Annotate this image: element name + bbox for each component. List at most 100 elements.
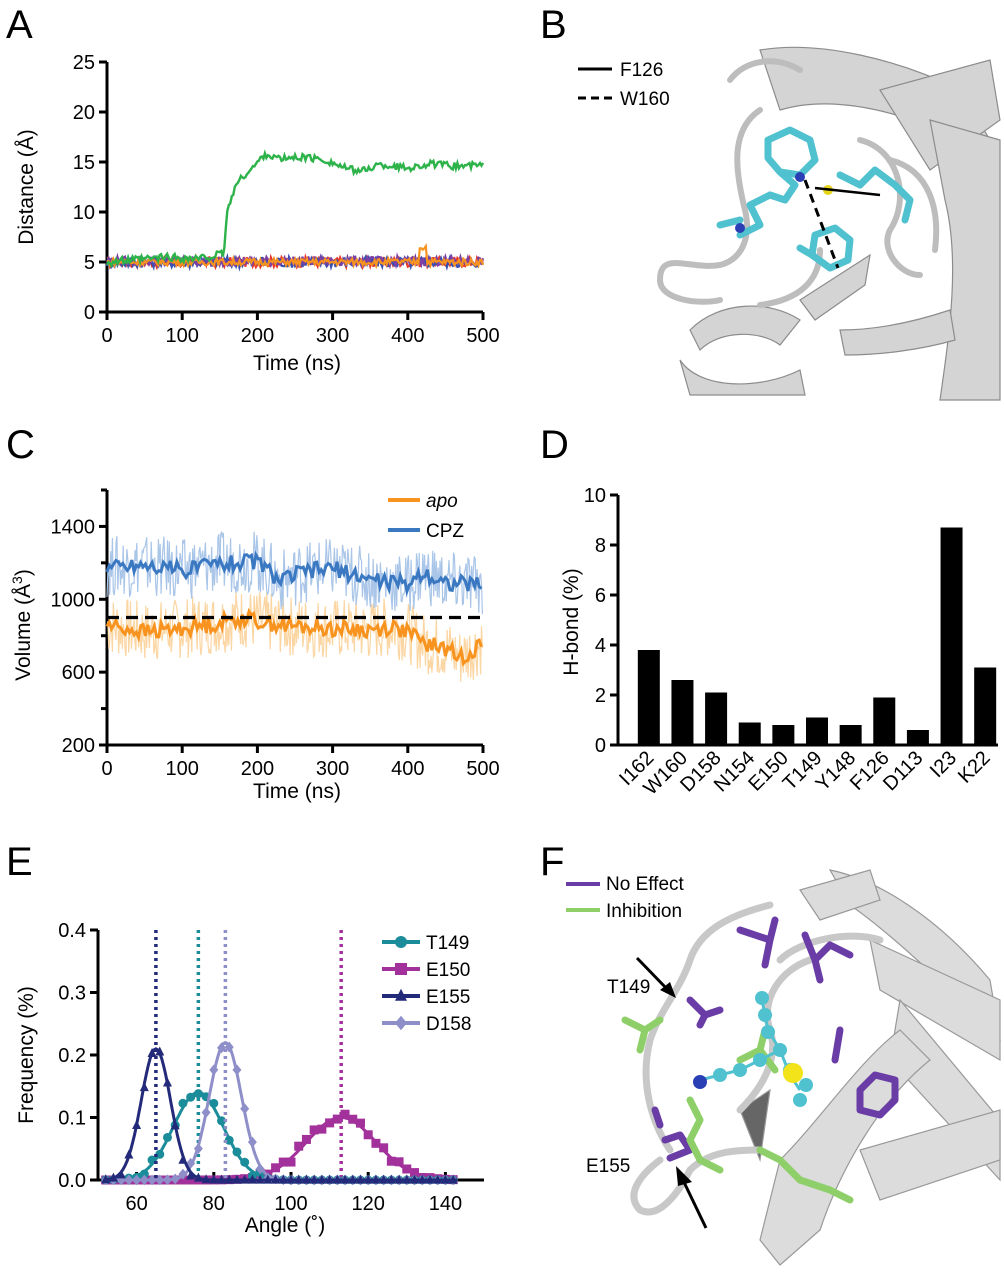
point-marker xyxy=(286,1174,296,1184)
point-marker xyxy=(108,1172,118,1182)
point-marker xyxy=(101,1174,111,1184)
point-marker xyxy=(217,1116,227,1126)
panel-c-xlabel: Time (ns) xyxy=(253,780,341,803)
point-marker xyxy=(240,1157,250,1167)
smoothed-line-CPZ xyxy=(105,550,483,597)
point-marker xyxy=(162,1077,172,1087)
point-marker xyxy=(395,988,407,1001)
point-marker xyxy=(294,1174,304,1184)
point-marker xyxy=(394,1157,404,1167)
point-marker xyxy=(278,1157,288,1167)
point-marker xyxy=(395,963,407,975)
bar-W160 xyxy=(671,680,694,745)
point-marker xyxy=(240,1103,250,1115)
bar-T149 xyxy=(806,717,828,745)
protein-ribbon xyxy=(739,869,1001,1266)
bar-E150 xyxy=(772,725,795,745)
bar-I162 xyxy=(637,650,660,745)
point-marker xyxy=(139,1174,149,1186)
point-marker xyxy=(278,1174,288,1184)
panel-e-xlabel: Angle (˚) xyxy=(245,1214,326,1237)
x-tick-label: 0 xyxy=(101,758,112,780)
bar-F126 xyxy=(873,697,896,745)
x-tick-label: 200 xyxy=(241,325,274,347)
y-tick-label: 15 xyxy=(73,152,95,174)
point-marker xyxy=(193,1143,203,1155)
point-marker xyxy=(402,1164,412,1174)
point-marker xyxy=(162,1174,172,1186)
point-marker xyxy=(325,1174,335,1184)
point-marker xyxy=(379,1143,389,1153)
point-marker xyxy=(340,1174,350,1184)
arrow-t149-shaft xyxy=(635,956,670,992)
legend-w160: W160 xyxy=(620,89,670,110)
point-marker xyxy=(317,1124,327,1134)
point-marker xyxy=(410,1168,420,1178)
y-tick-label: 25 xyxy=(73,52,95,74)
ligand-sticks xyxy=(716,126,914,272)
point-marker xyxy=(209,1174,219,1184)
point-marker xyxy=(271,1163,281,1173)
point-marker xyxy=(178,1175,188,1185)
point-marker xyxy=(170,1120,180,1130)
legend-label-apo: apo xyxy=(426,491,458,512)
point-marker xyxy=(255,1163,265,1175)
point-marker xyxy=(193,1089,203,1099)
legend-label-E150: E150 xyxy=(426,960,470,981)
y-tick-label: 10 xyxy=(73,202,95,224)
point-marker xyxy=(178,1154,188,1164)
bar-Y148 xyxy=(839,725,862,745)
x-tick-label: 100 xyxy=(166,758,199,780)
point-marker xyxy=(232,1147,242,1157)
point-marker xyxy=(186,1170,196,1180)
x-tick-label: 120 xyxy=(352,1193,385,1215)
point-marker xyxy=(232,1064,242,1076)
legend-label-CPZ: CPZ xyxy=(426,521,464,542)
point-marker xyxy=(379,1174,389,1184)
y-tick-label: 6 xyxy=(595,585,606,607)
point-marker xyxy=(255,1174,265,1184)
point-marker xyxy=(124,1149,134,1159)
point-marker xyxy=(395,1015,407,1031)
point-marker xyxy=(139,1169,149,1179)
point-marker xyxy=(332,1174,342,1184)
raw-trace-apo xyxy=(106,592,483,682)
x-tick-label: 400 xyxy=(391,325,424,347)
x-tick-label: 300 xyxy=(316,325,349,347)
x-tick-label: I23 xyxy=(926,747,961,782)
point-marker xyxy=(116,1169,126,1179)
point-marker xyxy=(417,1174,427,1184)
y-tick-label: 0.4 xyxy=(58,920,86,942)
point-marker xyxy=(386,1156,396,1166)
x-tick-label: 100 xyxy=(166,325,199,347)
point-marker xyxy=(325,1118,335,1128)
no-effect-residues xyxy=(651,916,899,1162)
label-e155: E155 xyxy=(586,1156,630,1177)
legend-no-effect: No Effect xyxy=(606,874,685,895)
point-marker xyxy=(271,1174,281,1184)
point-marker xyxy=(247,1174,257,1184)
y-tick-label: 600 xyxy=(62,662,95,684)
label-t149: T149 xyxy=(607,977,650,998)
point-marker xyxy=(178,1098,188,1108)
point-marker xyxy=(433,1174,443,1184)
bar-N154 xyxy=(738,722,761,745)
x-tick-label: 80 xyxy=(203,1193,225,1215)
legend-label-E155: E155 xyxy=(426,987,470,1008)
x-tick-label: 200 xyxy=(241,758,274,780)
point-marker xyxy=(394,1174,404,1184)
bar-D113 xyxy=(906,730,929,745)
bar-K22 xyxy=(974,667,997,745)
point-marker xyxy=(139,1082,149,1092)
point-marker xyxy=(193,1172,203,1182)
y-tick-label: 0.0 xyxy=(58,1170,86,1192)
inhibition-residues xyxy=(621,1016,854,1204)
point-marker xyxy=(348,1114,358,1124)
panel-letter-e: E xyxy=(6,840,33,884)
y-tick-label: 0.2 xyxy=(58,1045,86,1067)
panel-f-structure: T149 E155 No Effect Inhibition xyxy=(566,869,1001,1266)
panel-a-ylabel: Distance (Å) xyxy=(15,129,38,245)
protein-ribbon xyxy=(679,46,1001,401)
point-marker xyxy=(263,1174,273,1184)
point-marker xyxy=(240,1174,250,1184)
